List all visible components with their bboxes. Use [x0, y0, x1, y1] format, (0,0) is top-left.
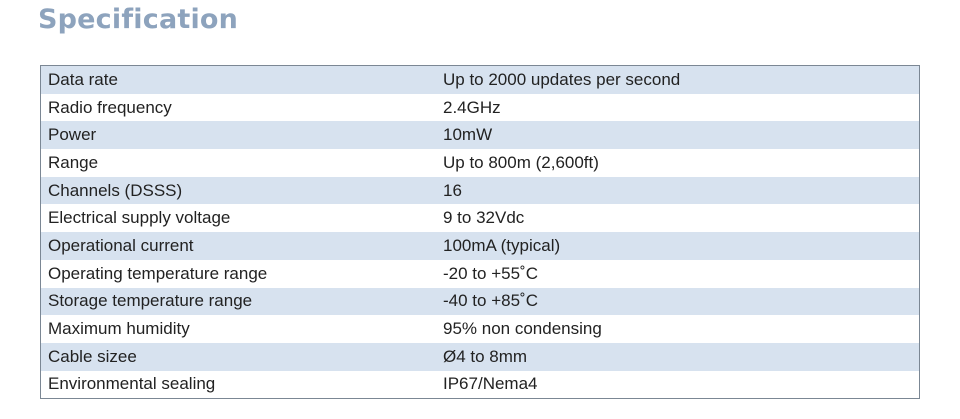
spec-label: Radio frequency	[40, 93, 434, 122]
spec-value: 9 to 32Vdc	[434, 204, 920, 233]
spec-label: Maximum humidity	[40, 315, 434, 343]
spec-value: 10mW	[434, 121, 920, 150]
spec-label: Cable sizee	[40, 342, 434, 371]
spec-label: Data rate	[40, 65, 434, 94]
spec-value: Up to 2000 updates per second	[434, 65, 920, 94]
spec-label: Channels (DSSS)	[40, 176, 434, 205]
spec-value: 100mA (typical)	[434, 232, 920, 260]
spec-value: -40 to +85˚C	[434, 287, 920, 316]
spec-table: Data rate Up to 2000 updates per second …	[40, 65, 920, 400]
spec-value: Ø4 to 8mm	[434, 342, 920, 371]
spec-label: Environmental sealing	[40, 370, 434, 399]
spec-value: 95% non condensing	[434, 315, 920, 343]
table-row: Power 10mW	[40, 121, 920, 150]
spec-label: Operational current	[40, 232, 434, 260]
table-row: Cable sizee Ø4 to 8mm	[40, 342, 920, 371]
table-row: Data rate Up to 2000 updates per second	[40, 65, 920, 94]
section-title: Specification	[38, 4, 239, 35]
spec-value: Up to 800m (2,600ft)	[434, 149, 920, 177]
spec-value: IP67/Nema4	[434, 370, 920, 399]
table-row: Electrical supply voltage 9 to 32Vdc	[40, 204, 920, 233]
spec-label: Electrical supply voltage	[40, 204, 434, 233]
spec-label: Power	[40, 121, 434, 150]
table-row: Radio frequency 2.4GHz	[40, 93, 920, 122]
spec-label: Operating temperature range	[40, 259, 434, 288]
table-row: Storage temperature range -40 to +85˚C	[40, 287, 920, 316]
spec-label: Storage temperature range	[40, 287, 434, 316]
table-row: Maximum humidity 95% non condensing	[40, 315, 920, 343]
table-row: Environmental sealing IP67/Nema4	[40, 370, 920, 399]
spec-value: 16	[434, 176, 920, 205]
spec-value: 2.4GHz	[434, 93, 920, 122]
table-row: Operating temperature range -20 to +55˚C	[40, 259, 920, 288]
table-row: Channels (DSSS) 16	[40, 176, 920, 205]
spec-label: Range	[40, 149, 434, 177]
spec-value: -20 to +55˚C	[434, 259, 920, 288]
table-row: Range Up to 800m (2,600ft)	[40, 149, 920, 177]
table-row: Operational current 100mA (typical)	[40, 232, 920, 260]
